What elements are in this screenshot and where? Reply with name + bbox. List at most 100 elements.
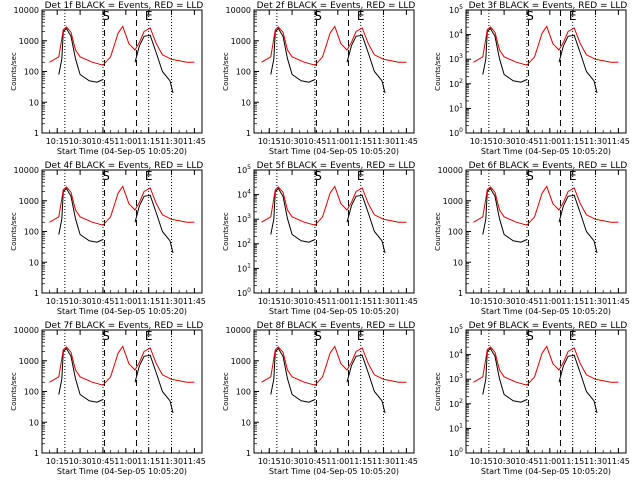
x-tick-label: 11:00 xyxy=(326,137,349,146)
lld-series-line xyxy=(473,185,619,226)
y-axis-label: Counts/sec xyxy=(10,212,18,251)
panel-title: Det 9f BLACK = Events, RED = LLD xyxy=(469,321,628,331)
x-tick-label: 10:45 xyxy=(515,137,538,146)
end-marker-label: E xyxy=(569,169,577,183)
events-series-line xyxy=(58,187,174,254)
x-tick-label: 10:30 xyxy=(281,137,304,146)
x-tick-label: 10:15 xyxy=(470,457,493,466)
x-tick-label: 11:15 xyxy=(349,457,372,466)
lld-series-line xyxy=(473,25,619,66)
y-tick-label: 103 xyxy=(237,213,251,224)
y-tick-label: 10 xyxy=(453,258,463,267)
panel-title: Det 2f BLACK = Events, RED = LLD xyxy=(257,1,416,11)
y-tick-label: 105 xyxy=(449,324,463,335)
y-tick-label: 10000 xyxy=(438,166,463,175)
x-axis-label: Start Time (04-Sep-05 10:05:20) xyxy=(269,147,399,156)
end-marker-label: E xyxy=(357,329,365,343)
y-tick-label: 100 xyxy=(24,68,39,77)
y-tick-label: 100 xyxy=(449,127,463,138)
y-tick-label: 10 xyxy=(29,418,39,427)
y-tick-label: 105 xyxy=(449,4,463,15)
x-tick-label: 11:45 xyxy=(607,297,630,306)
x-tick-label: 10:15 xyxy=(46,137,69,146)
end-marker-label: E xyxy=(569,9,577,23)
y-tick-label: 102 xyxy=(237,238,251,249)
panel-det-5: Det 5f BLACK = Events, RED = LLD 100 101 10… xyxy=(222,161,418,316)
lld-series-line xyxy=(261,185,407,226)
y-axis-label: Counts/sec xyxy=(434,52,442,91)
start-marker-label: S xyxy=(314,169,322,183)
x-axis-label: Start Time (04-Sep-05 10:05:20) xyxy=(57,147,187,156)
x-tick-label: 11:00 xyxy=(538,137,561,146)
y-tick-label: 1000 xyxy=(231,357,251,366)
x-tick-label: 11:00 xyxy=(538,457,561,466)
x-tick-label: 11:15 xyxy=(137,457,160,466)
y-tick-label: 100 xyxy=(449,447,463,458)
y-tick-label: 101 xyxy=(449,422,463,433)
y-tick-label: 100 xyxy=(24,388,39,397)
plot-frame xyxy=(465,9,627,134)
panel-det-6: Det 6f BLACK = Events, RED = LLD 1 10 100 10… xyxy=(434,161,630,316)
y-tick-label: 105 xyxy=(237,164,251,175)
y-tick-label: 10 xyxy=(241,98,251,107)
start-marker-label: S xyxy=(314,9,322,23)
y-tick-label: 1 xyxy=(458,289,463,298)
end-marker-label: E xyxy=(145,9,153,23)
events-series-line xyxy=(58,347,174,414)
y-tick-label: 10000 xyxy=(226,6,251,15)
x-tick-label: 10:45 xyxy=(303,297,326,306)
events-series-line xyxy=(482,187,598,254)
y-axis-label: Counts/sec xyxy=(10,52,18,91)
x-axis-label: Start Time (04-Sep-05 10:05:20) xyxy=(481,467,611,476)
y-tick-label: 1 xyxy=(34,289,39,298)
x-tick-label: 10:45 xyxy=(91,297,114,306)
panel-title: Det 1f BLACK = Events, RED = LLD xyxy=(45,1,204,11)
x-tick-label: 10:30 xyxy=(493,457,516,466)
x-tick-label: 10:15 xyxy=(258,137,281,146)
x-tick-label: 11:15 xyxy=(349,137,372,146)
y-tick-label: 104 xyxy=(237,189,251,200)
y-tick-label: 1000 xyxy=(19,357,39,366)
y-tick-label: 1000 xyxy=(19,197,39,206)
x-tick-label: 11:30 xyxy=(372,457,395,466)
panel-det-9: Det 9f BLACK = Events, RED = LLD 100 101 10… xyxy=(434,321,630,476)
x-tick-label: 11:00 xyxy=(326,297,349,306)
panel-title: Det 6f BLACK = Events, RED = LLD xyxy=(469,161,628,171)
x-tick-label: 11:30 xyxy=(584,457,607,466)
x-tick-label: 11:45 xyxy=(395,137,418,146)
lld-series-line xyxy=(49,345,195,386)
x-axis-label: Start Time (04-Sep-05 10:05:20) xyxy=(481,147,611,156)
end-marker-label: E xyxy=(357,169,365,183)
x-axis-label: Start Time (04-Sep-05 10:05:20) xyxy=(269,307,399,316)
x-axis-label: Start Time (04-Sep-05 10:05:20) xyxy=(269,467,399,476)
x-tick-label: 10:30 xyxy=(69,297,92,306)
x-tick-label: 11:45 xyxy=(607,457,630,466)
end-marker-label: E xyxy=(145,329,153,343)
y-tick-label: 10000 xyxy=(14,6,39,15)
panel-det-1: Det 1f BLACK = Events, RED = LLD 1 10 100 10… xyxy=(10,1,206,156)
y-tick-label: 1000 xyxy=(443,197,463,206)
y-tick-label: 100 xyxy=(237,287,251,298)
y-axis-label: Counts/sec xyxy=(222,52,230,91)
y-tick-label: 1 xyxy=(34,129,39,138)
y-tick-label: 102 xyxy=(449,78,463,89)
panel-det-8: Det 8f BLACK = Events, RED = LLD 1 10 100 10… xyxy=(222,321,418,476)
y-tick-label: 10 xyxy=(29,258,39,267)
x-tick-label: 10:30 xyxy=(281,457,304,466)
y-tick-label: 1 xyxy=(34,449,39,458)
x-tick-label: 11:00 xyxy=(114,457,137,466)
lld-series-line xyxy=(261,345,407,386)
x-tick-label: 11:30 xyxy=(160,297,183,306)
panel-title: Det 8f BLACK = Events, RED = LLD xyxy=(257,321,416,331)
y-tick-label: 10000 xyxy=(14,326,39,335)
panel-det-2: Det 2f BLACK = Events, RED = LLD 1 10 100 10… xyxy=(222,1,418,156)
x-tick-label: 11:45 xyxy=(183,297,206,306)
lld-series-line xyxy=(473,345,619,386)
plot-frame xyxy=(465,329,627,454)
events-series-line xyxy=(482,347,598,414)
y-axis-label: Counts/sec xyxy=(434,212,442,251)
y-tick-label: 10 xyxy=(29,98,39,107)
panel-title: Det 5f BLACK = Events, RED = LLD xyxy=(257,161,416,171)
y-tick-label: 101 xyxy=(449,102,463,113)
x-tick-label: 10:15 xyxy=(46,297,69,306)
